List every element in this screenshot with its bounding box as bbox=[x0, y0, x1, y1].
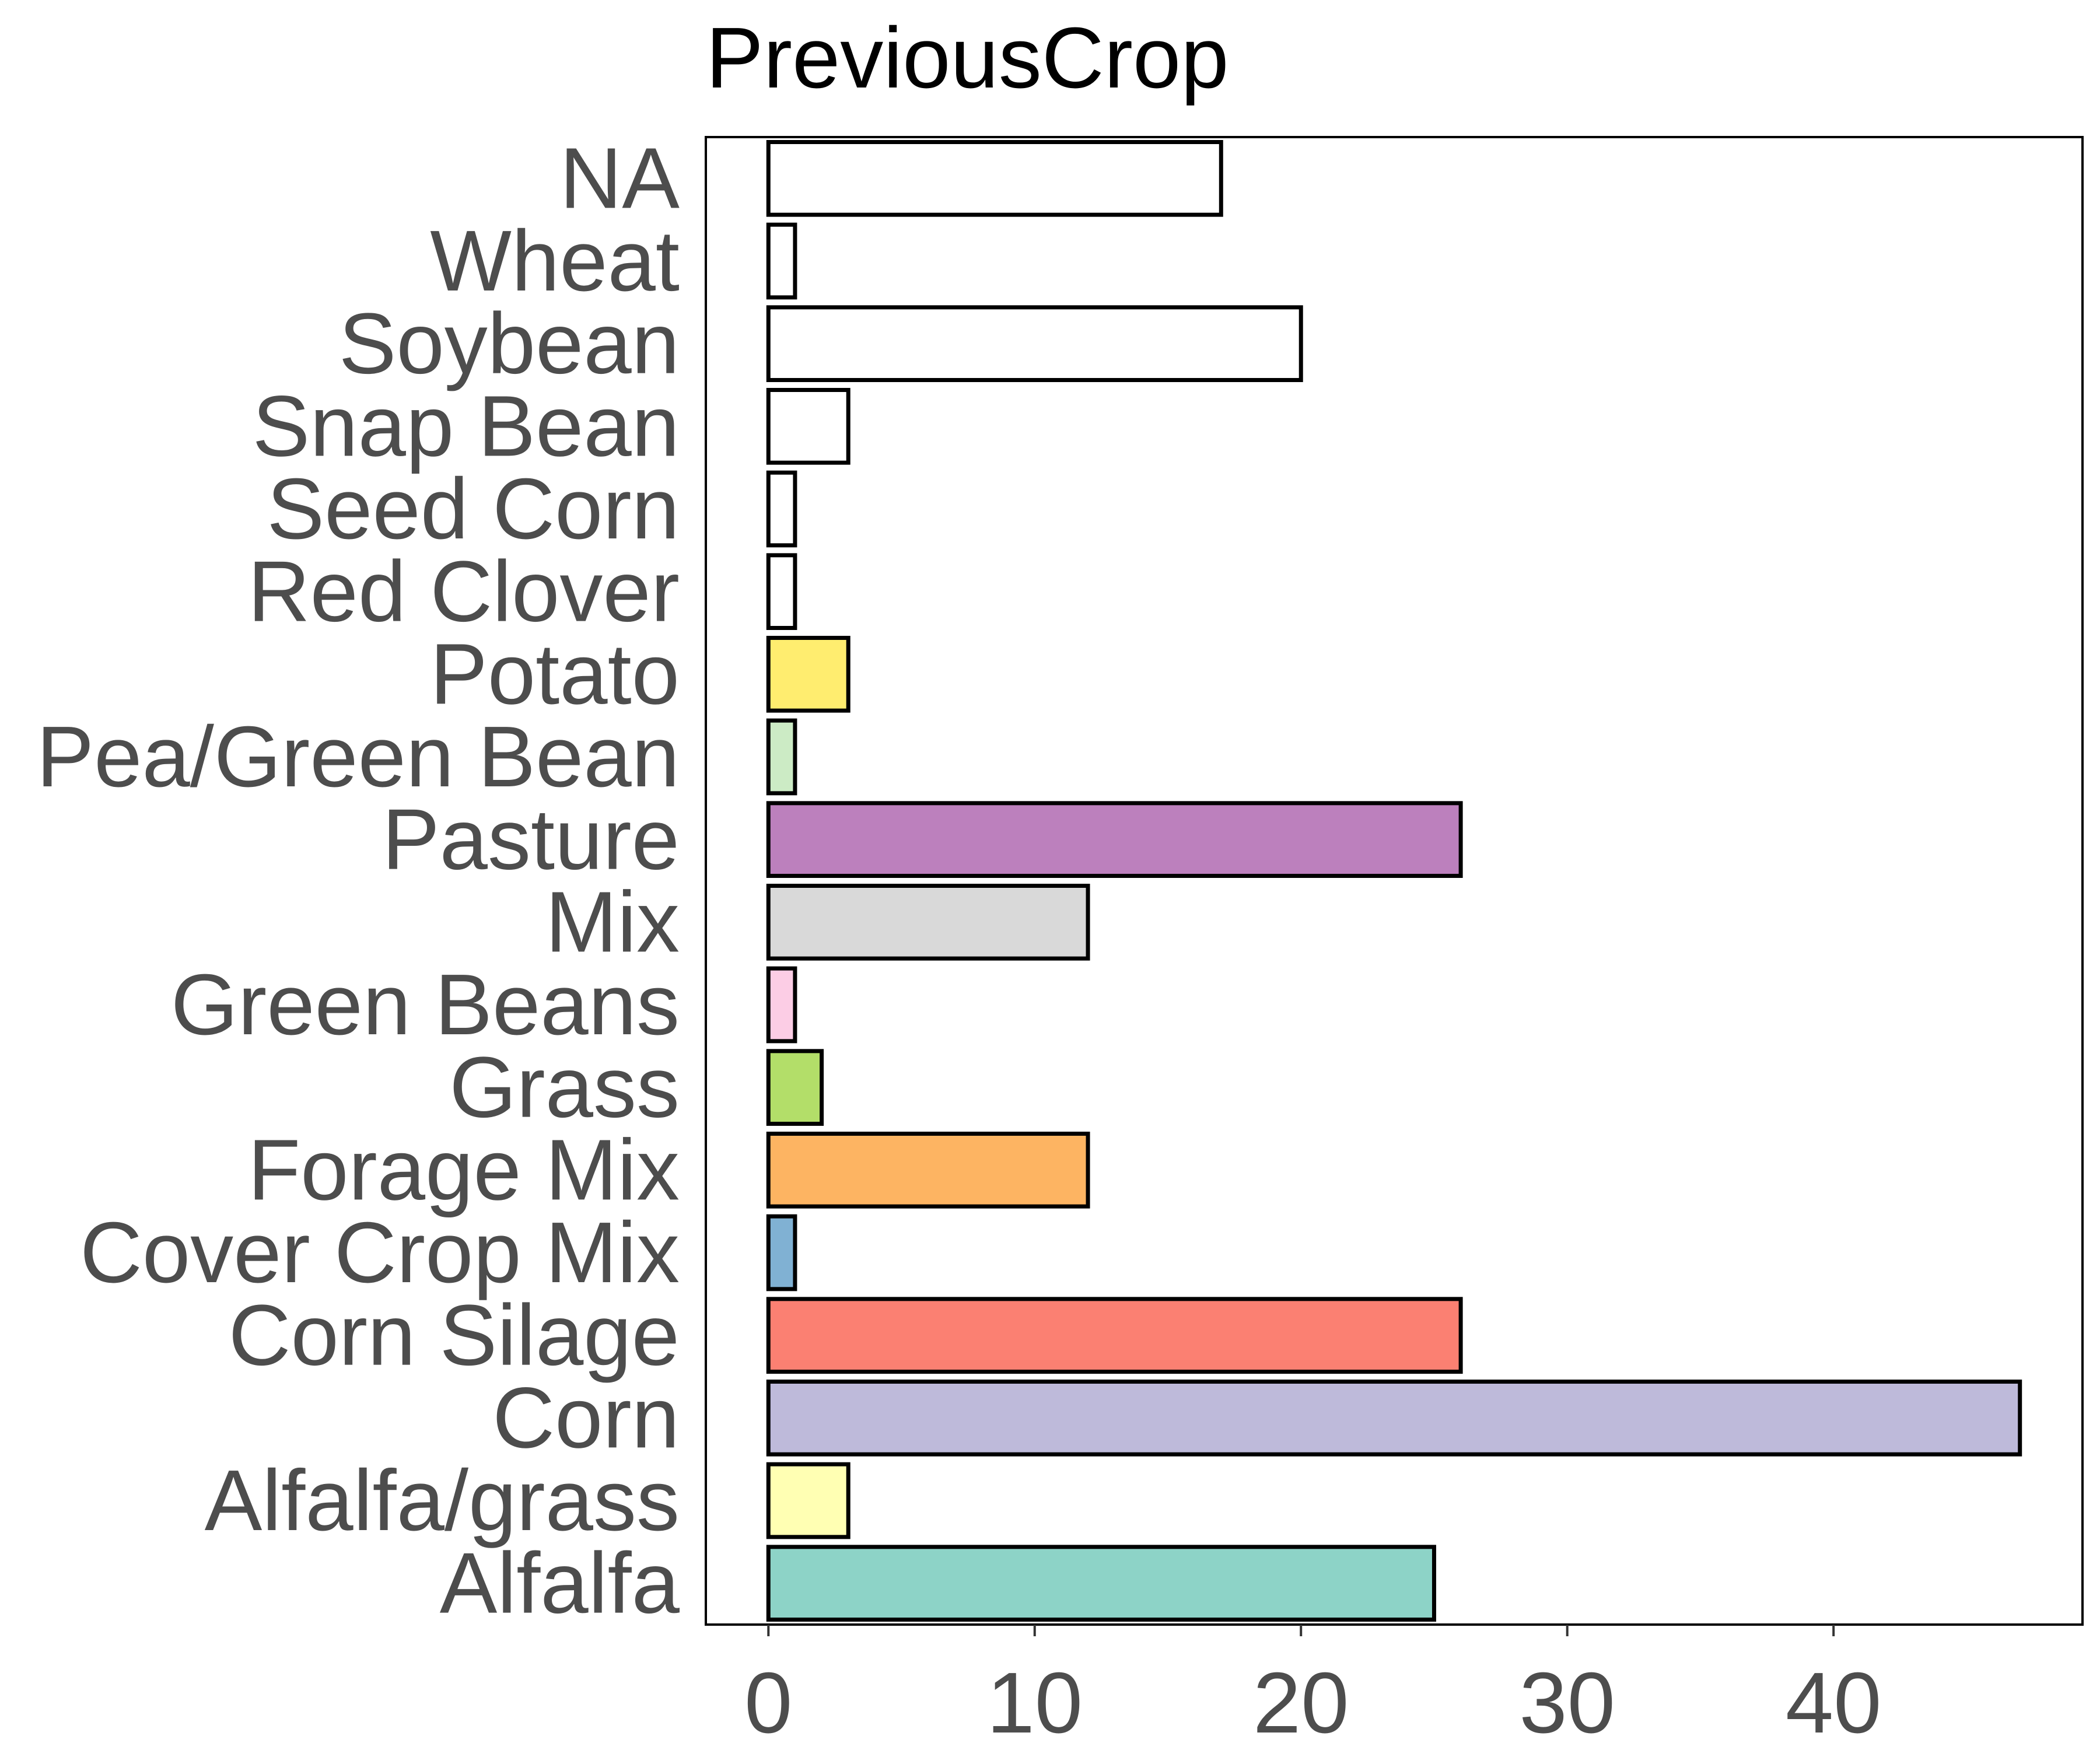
bar-green-beans bbox=[766, 966, 797, 1044]
bar-alfalfa-grass bbox=[766, 1462, 850, 1539]
bar-grass bbox=[766, 1049, 824, 1126]
x-tick-label-10: 10 bbox=[986, 1655, 1083, 1750]
bar-snap-bean bbox=[766, 388, 850, 465]
bar-red-clover bbox=[766, 553, 797, 630]
category-label-seed-corn: Seed Corn bbox=[267, 461, 680, 557]
bar-na bbox=[766, 140, 1223, 217]
category-label-na: NA bbox=[559, 130, 680, 226]
category-label-snap-bean: Snap Bean bbox=[253, 378, 680, 474]
chart-title: PreviousCrop bbox=[706, 10, 1229, 106]
x-tick-label-0: 0 bbox=[744, 1655, 792, 1750]
x-axis: 0 10 20 30 40 bbox=[744, 1625, 1882, 1750]
x-tick-label-30: 30 bbox=[1519, 1655, 1615, 1750]
plot-panel bbox=[705, 136, 2084, 1626]
bar-alfalfa bbox=[766, 1545, 1436, 1622]
category-label-red-clover: Red Clover bbox=[248, 544, 680, 640]
bar-mix bbox=[766, 884, 1090, 961]
bar-seed-corn bbox=[766, 470, 797, 548]
bar-corn bbox=[766, 1380, 2022, 1457]
category-label-corn: Corn bbox=[492, 1370, 680, 1466]
bar-soybean bbox=[766, 305, 1303, 382]
category-label-alfalfa-grass: Alfalfa/grass bbox=[205, 1452, 680, 1549]
category-label-cover-crop-mix: Cover Crop Mix bbox=[80, 1205, 680, 1301]
category-label-pea-green-bean: Pea/Green Bean bbox=[36, 709, 680, 805]
bar-wheat bbox=[766, 222, 797, 300]
bar-forage-mix bbox=[766, 1132, 1090, 1209]
category-label-corn-silage: Corn Silage bbox=[229, 1287, 680, 1384]
category-label-alfalfa: Alfalfa bbox=[440, 1535, 680, 1632]
bar-pasture bbox=[766, 801, 1463, 878]
bar-pea-green-bean bbox=[766, 718, 797, 796]
category-label-pasture: Pasture bbox=[382, 792, 680, 888]
category-label-mix: Mix bbox=[545, 874, 680, 970]
category-label-forage-mix: Forage Mix bbox=[248, 1122, 680, 1218]
x-tick-label-40: 40 bbox=[1786, 1655, 1882, 1750]
x-tick-label-20: 20 bbox=[1253, 1655, 1349, 1750]
category-label-soybean: Soybean bbox=[339, 296, 680, 392]
category-label-green-beans: Green Beans bbox=[171, 957, 680, 1053]
category-label-wheat: Wheat bbox=[430, 213, 680, 309]
bar-potato bbox=[766, 636, 850, 713]
category-label-potato: Potato bbox=[430, 626, 680, 722]
bars bbox=[766, 140, 2022, 1622]
bar-cover-crop-mix bbox=[766, 1214, 797, 1292]
category-label-grass: Grass bbox=[449, 1040, 680, 1136]
bar-corn-silage bbox=[766, 1297, 1463, 1374]
